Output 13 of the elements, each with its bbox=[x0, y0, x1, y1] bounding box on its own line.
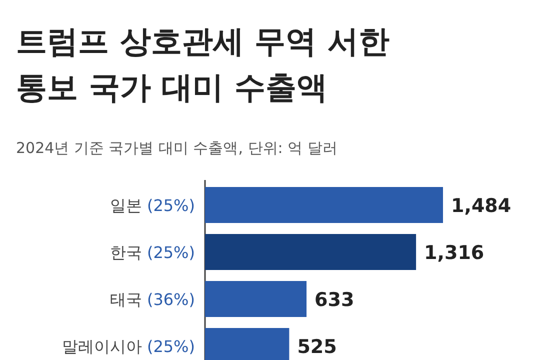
data-label: 525 bbox=[297, 336, 337, 358]
bar bbox=[205, 234, 416, 270]
y-tick-label: 태국 (36%) bbox=[110, 290, 195, 309]
chart-subtitle: 2024년 기준 국가별 대미 수출액, 단위: 억 달러 bbox=[16, 139, 338, 157]
data-label: 633 bbox=[314, 289, 354, 311]
y-tick-label: 한국 (25%) bbox=[110, 243, 195, 262]
bar bbox=[205, 187, 443, 223]
bar bbox=[205, 281, 307, 317]
y-tick-label: 말레이시아 (25%) bbox=[62, 337, 195, 356]
chart-title: 트럼프 상호관세 무역 서한 통보 국가 대미 수출액 bbox=[16, 24, 390, 106]
data-label: 1,484 bbox=[451, 195, 512, 217]
y-tick-label: 일본 (25%) bbox=[110, 196, 195, 215]
data-label: 1,316 bbox=[424, 242, 484, 264]
